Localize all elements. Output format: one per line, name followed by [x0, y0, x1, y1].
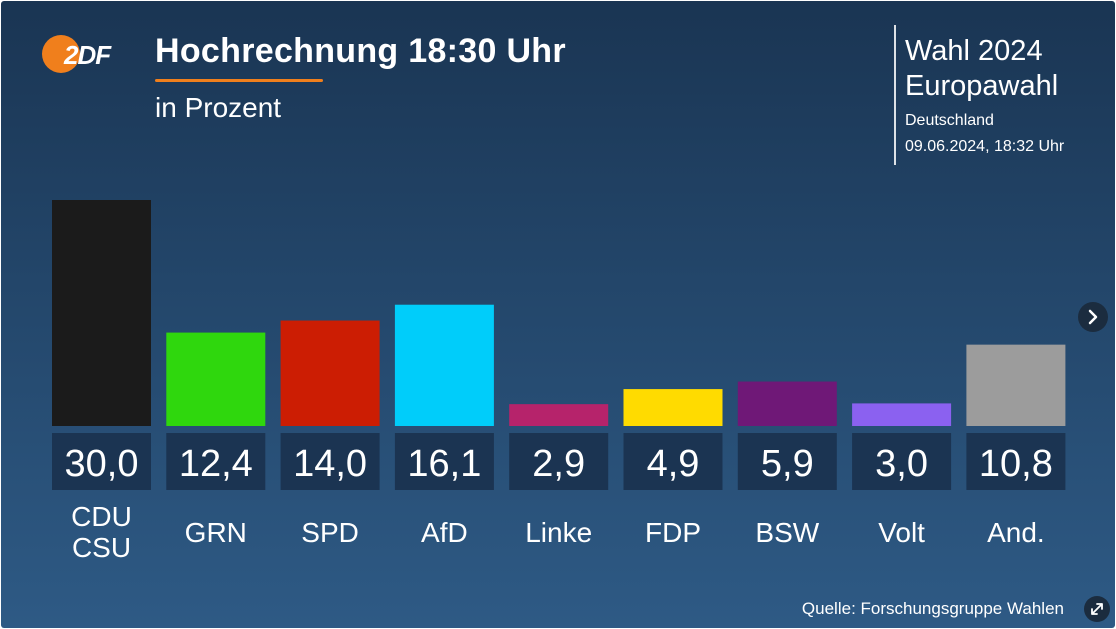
bar [623, 389, 723, 426]
data-label: 10,8 [979, 443, 1053, 485]
data-label: 14,0 [293, 443, 367, 485]
bar [966, 344, 1066, 426]
category-label: And. [987, 517, 1045, 548]
chart-subtitle: in Prozent [155, 92, 282, 123]
value-box [280, 433, 380, 490]
data-label: 4,9 [647, 443, 700, 485]
category-label: Linke [525, 517, 592, 548]
value-box [966, 433, 1066, 490]
data-label: 16,1 [407, 443, 481, 485]
chart-title: Hochrechnung 18:30 Uhr [155, 32, 566, 70]
data-label: 12,4 [179, 443, 253, 485]
election-year: Wahl 2024 [905, 35, 1043, 67]
value-box [394, 433, 494, 490]
bar [280, 320, 380, 426]
expand-button[interactable] [1084, 596, 1110, 622]
bar [166, 332, 266, 426]
next-chart-button[interactable] [1078, 302, 1108, 332]
category-label: GRN [185, 517, 247, 548]
election-region: Deutschland [905, 112, 994, 129]
value-box [52, 433, 151, 490]
election-name: Europawahl [905, 70, 1059, 102]
value-box [852, 433, 952, 490]
value-box [623, 433, 723, 490]
category-label: SPD [301, 517, 359, 548]
bar [394, 304, 494, 426]
source-note: Quelle: Forschungsgruppe Wahlen [801, 599, 1064, 618]
bar [509, 404, 609, 426]
expand-icon [1091, 603, 1103, 615]
value-box [166, 433, 266, 490]
zdf-logo: 2DF [42, 35, 113, 73]
data-label: 3,0 [875, 443, 928, 485]
bar [737, 381, 837, 426]
logo-text: 2DF [63, 40, 112, 70]
data-label: 30,0 [65, 443, 139, 485]
category-label: AfD [421, 517, 468, 548]
category-label: CSU [72, 532, 131, 563]
bar [852, 403, 952, 426]
info-divider [894, 25, 896, 165]
data-label: 2,9 [532, 443, 585, 485]
election-timestamp: 09.06.2024, 18:32 Uhr [905, 138, 1065, 155]
category-label: Volt [878, 517, 925, 548]
category-label: BSW [755, 517, 819, 548]
value-box [509, 433, 609, 490]
category-label: FDP [645, 517, 701, 548]
category-label: CDU [71, 501, 132, 532]
title-underline [155, 79, 323, 82]
value-box [737, 433, 837, 490]
bar [52, 200, 151, 426]
data-label: 5,9 [761, 443, 814, 485]
chevron-right-icon [1088, 309, 1098, 325]
